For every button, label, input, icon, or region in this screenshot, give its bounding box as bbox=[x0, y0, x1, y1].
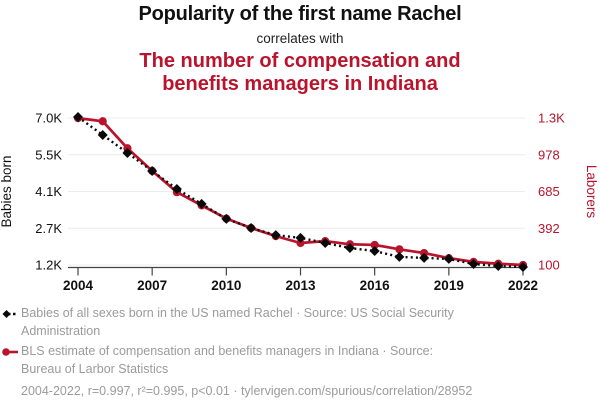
babies-data-point bbox=[196, 198, 207, 209]
right-axis-tick-label: 685 bbox=[538, 184, 560, 199]
chart-header: Popularity of the first name Rachel corr… bbox=[0, 3, 600, 96]
laborers-data-point bbox=[395, 245, 404, 254]
x-axis-tick-label: 2004 bbox=[63, 278, 94, 293]
legend-label-laborers: BLS estimate of compensation and benefit… bbox=[21, 342, 433, 378]
chart-red-heading: The number of compensation and benefits … bbox=[0, 50, 600, 96]
babies-data-point bbox=[320, 237, 331, 248]
babies-data-point bbox=[122, 147, 133, 158]
babies-data-point bbox=[468, 258, 479, 269]
x-axis-tick-label: 2013 bbox=[285, 278, 316, 293]
babies-data-point bbox=[344, 243, 355, 254]
x-axis-tick-label: 2007 bbox=[137, 278, 167, 293]
left-axis-tick-label: 2.7K bbox=[35, 221, 62, 236]
legend-item-laborers: BLS estimate of compensation and benefit… bbox=[2, 342, 582, 378]
legend-babies-line-2: Administration bbox=[21, 324, 101, 338]
red-heading-line-2: benefits managers in Indiana bbox=[162, 73, 438, 95]
red-circle-solid-line-icon bbox=[2, 348, 18, 356]
babies-data-point bbox=[394, 251, 405, 262]
right-axis-tick-label: 100 bbox=[538, 258, 560, 273]
babies-data-point bbox=[443, 253, 454, 264]
legend-item-babies: Babies of all sexes born in the US named… bbox=[2, 304, 582, 340]
babies-data-point bbox=[97, 129, 108, 140]
babies-data-point bbox=[270, 230, 281, 241]
babies-data-point bbox=[295, 232, 306, 243]
red-heading-line-1: The number of compensation and bbox=[139, 50, 461, 72]
right-axis-tick-label: 978 bbox=[538, 147, 560, 162]
left-axis-title: Babies born bbox=[0, 155, 14, 227]
x-axis-tick-label: 2016 bbox=[360, 278, 391, 293]
babies-data-point bbox=[369, 246, 380, 257]
x-axis-tick-label: 2010 bbox=[211, 278, 241, 293]
x-axis-tick-label: 2019 bbox=[434, 278, 464, 293]
babies-data-point bbox=[147, 165, 158, 176]
babies-data-point bbox=[171, 183, 182, 194]
left-axis-tick-label: 7.0K bbox=[35, 111, 62, 126]
stats-line: 2004-2022, r=0.997, r²=0.995, p<0.01 · t… bbox=[21, 384, 473, 398]
babies-data-point bbox=[419, 252, 430, 263]
black-diamond-dashed-line-icon bbox=[2, 310, 18, 318]
x-axis-tick-label: 2022 bbox=[508, 278, 538, 293]
chart-title: Popularity of the first name Rachel bbox=[138, 3, 462, 25]
legend-babies-line-1: Babies of all sexes born in the US named… bbox=[21, 306, 454, 320]
legend-laborers-line-2: Bureau of Larbor Statistics bbox=[21, 362, 169, 376]
left-axis-tick-label: 1.2K bbox=[35, 258, 62, 273]
legend-label-babies: Babies of all sexes born in the US named… bbox=[21, 304, 454, 340]
babies-data-point bbox=[221, 213, 232, 224]
chart-canvas: 1.2K 100 2.7K 392 4.1K 685 5.5K 978 7.0K 1.3K 2004… bbox=[0, 111, 599, 294]
right-axis-tick-label: 1.3K bbox=[538, 111, 565, 126]
laborers-data-point bbox=[370, 240, 379, 250]
right-axis-title: Laborers bbox=[584, 165, 599, 219]
left-axis-tick-label: 5.5K bbox=[35, 147, 62, 162]
laborers-data-point bbox=[296, 238, 305, 248]
chart-legend: Babies of all sexes born in the US named… bbox=[2, 304, 582, 400]
babies-data-point bbox=[493, 261, 504, 272]
chart-subtitle: correlates with bbox=[256, 31, 344, 46]
babies-data-point bbox=[518, 262, 528, 273]
left-axis-tick-label: 4.1K bbox=[35, 184, 62, 199]
babies-data-point bbox=[246, 222, 257, 233]
right-axis-tick-label: 392 bbox=[538, 221, 560, 236]
legend-laborers-line-1: BLS estimate of compensation and benefit… bbox=[21, 344, 434, 358]
laborers-data-point bbox=[98, 117, 107, 126]
babies-data-point bbox=[73, 111, 83, 122]
